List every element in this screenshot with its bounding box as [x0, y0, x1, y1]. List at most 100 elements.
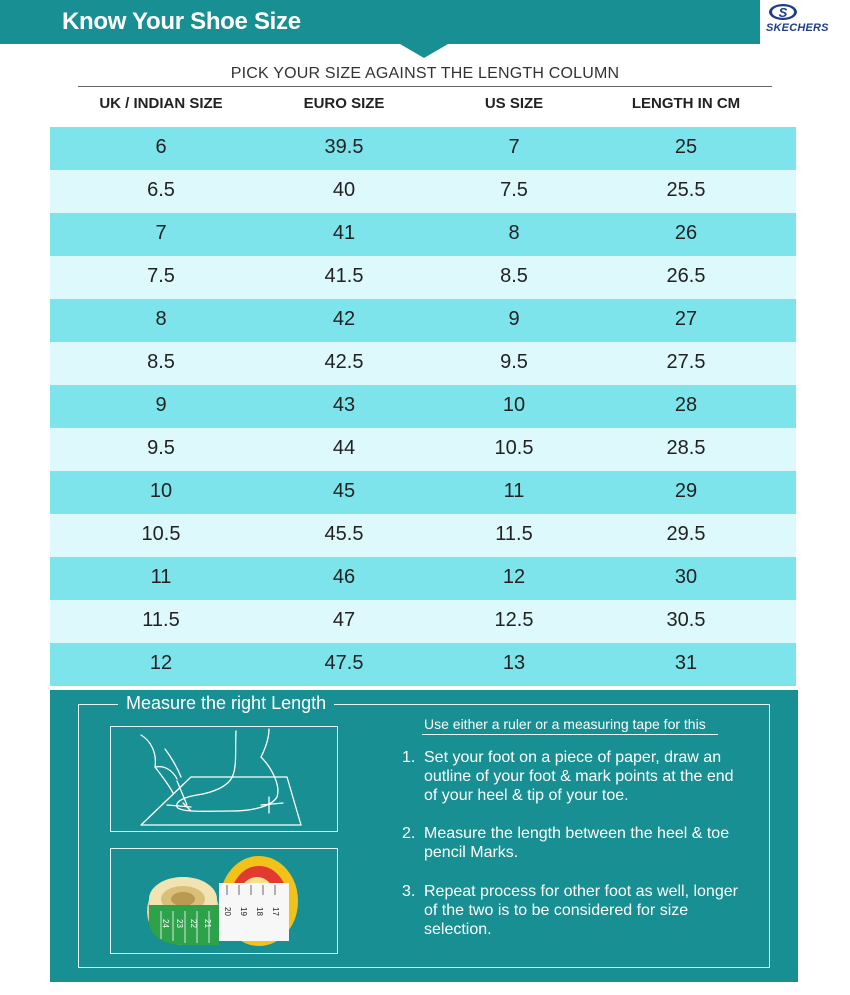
table-row: 12 47.5 13 31	[50, 643, 796, 686]
measure-section: Measure the right Length	[50, 690, 798, 982]
cell-uk-size: 8.5	[147, 351, 175, 373]
cell-length-cm: 30	[674, 566, 698, 588]
size-table: 6 39.5 7 25 6.5 40 7.5 25.5 7 41 8 26 7.5 41.5 8.5 26.5…	[50, 127, 796, 686]
step-text: Repeat process for other foot as well, l…	[424, 883, 738, 938]
table-row: 10 45 11 29	[50, 471, 796, 514]
cell-us-size: 8	[508, 222, 520, 244]
table-row: 10.5 45.5 11.5 29.5	[50, 514, 796, 557]
page-title: Know Your Shoe Size	[62, 8, 301, 35]
cell-length-cm: 28	[674, 394, 698, 416]
measure-step-2: 2. Measure the length between the heel &…	[402, 824, 742, 864]
cell-us-size: 7	[508, 136, 520, 158]
cell-length-cm: 27	[674, 308, 698, 330]
measuring-tape-image: 20 19 18 17 24 23 22 21	[110, 848, 338, 954]
cell-us-size: 10	[502, 394, 526, 416]
tape-label-21: 21	[203, 919, 212, 928]
cell-uk-size: 11.5	[142, 609, 180, 631]
tape-label-17: 17	[271, 907, 280, 916]
measure-title: Measure the right Length	[118, 693, 335, 714]
cell-euro-size: 39.5	[324, 136, 364, 158]
cell-us-size: 9.5	[500, 351, 528, 373]
cell-euro-size: 47.5	[324, 652, 364, 674]
cell-uk-size: 9	[155, 394, 167, 416]
cell-uk-size: 10	[149, 480, 173, 502]
cell-length-cm: 30.5	[666, 609, 706, 631]
measure-step-1: 1. Set your foot on a piece of paper, dr…	[402, 748, 742, 808]
cell-us-size: 13	[502, 652, 526, 674]
column-header-us: US SIZE	[484, 95, 544, 112]
cell-euro-size: 44	[332, 437, 356, 459]
cell-uk-size: 8	[155, 308, 167, 330]
cell-euro-size: 41.5	[324, 265, 364, 287]
header-bar: Know Your Shoe Size	[0, 0, 850, 44]
measure-step-3: 3. Repeat process for other foot as well…	[402, 882, 742, 942]
step-text: Set your foot on a piece of paper, draw …	[424, 749, 734, 804]
cell-length-cm: 29.5	[666, 523, 706, 545]
column-header-uk: UK / INDIAN SIZE	[99, 95, 223, 112]
measure-note: Use either a ruler or a measuring tape f…	[424, 716, 706, 732]
skechers-logo: S SKECHERS	[760, 0, 850, 44]
cell-length-cm: 26.5	[666, 265, 706, 287]
cell-euro-size: 40	[332, 179, 356, 201]
cell-euro-size: 42.5	[324, 351, 364, 373]
cell-us-size: 8.5	[500, 265, 528, 287]
instruction-divider	[78, 86, 772, 87]
tape-label-22: 22	[189, 919, 198, 928]
cell-uk-size: 10.5	[141, 523, 181, 545]
cell-uk-size: 11	[150, 566, 172, 588]
cell-uk-size: 12	[149, 652, 173, 674]
table-row: 8 42 9 27	[50, 299, 796, 342]
table-row: 7 41 8 26	[50, 213, 796, 256]
cell-euro-size: 41	[332, 222, 356, 244]
tape-label-24: 24	[161, 919, 170, 928]
cell-euro-size: 42	[332, 308, 356, 330]
cell-uk-size: 6	[155, 136, 167, 158]
cell-length-cm: 29	[674, 480, 698, 502]
cell-us-size: 7.5	[500, 179, 528, 201]
foot-drawing-illustration	[110, 726, 338, 832]
cell-us-size: 12.5	[494, 609, 534, 631]
cell-length-cm: 31	[674, 652, 698, 674]
cell-euro-size: 45	[332, 480, 356, 502]
step-number: 3.	[402, 883, 416, 900]
cell-length-cm: 27.5	[666, 351, 706, 373]
table-row: 9 43 10 28	[50, 385, 796, 428]
cell-uk-size: 7	[155, 222, 167, 244]
cell-uk-size: 9.5	[147, 437, 175, 459]
skechers-s-logo-icon: S	[769, 4, 797, 20]
step-text: Measure the length between the heel & to…	[424, 825, 730, 861]
tape-label-19: 19	[239, 907, 248, 916]
cell-us-size: 9	[508, 308, 520, 330]
cell-us-size: 11	[503, 480, 525, 502]
column-header-length: LENGTH IN CM	[631, 95, 741, 112]
table-row: 9.5 44 10.5 28.5	[50, 428, 796, 471]
measure-frame	[78, 704, 770, 968]
cell-us-size: 10.5	[494, 437, 534, 459]
cell-length-cm: 25	[674, 136, 698, 158]
cell-euro-size: 43	[332, 394, 356, 416]
table-row: 11.5 47 12.5 30.5	[50, 600, 796, 643]
cell-euro-size: 46	[332, 566, 356, 588]
tape-label-18: 18	[255, 907, 264, 916]
measuring-tape-icon: 20 19 18 17 24 23 22 21	[147, 856, 298, 946]
column-header-euro: EURO SIZE	[303, 95, 385, 112]
cell-length-cm: 26	[674, 222, 698, 244]
cell-euro-size: 45.5	[324, 523, 364, 545]
header-notch	[400, 44, 448, 58]
measure-note-underline	[422, 734, 718, 735]
cell-euro-size: 47	[332, 609, 356, 631]
table-row: 8.5 42.5 9.5 27.5	[50, 342, 796, 385]
cell-length-cm: 25.5	[666, 179, 706, 201]
cell-us-size: 11.5	[495, 523, 533, 545]
cell-uk-size: 6.5	[147, 179, 175, 201]
cell-us-size: 12	[502, 566, 526, 588]
svg-text:S: S	[779, 5, 788, 20]
skechers-wordmark: SKECHERS	[766, 22, 829, 34]
step-number: 2.	[402, 825, 416, 842]
cell-uk-size: 7.5	[147, 265, 175, 287]
tape-label-20: 20	[223, 907, 232, 916]
table-row: 6.5 40 7.5 25.5	[50, 170, 796, 213]
step-number: 1.	[402, 749, 416, 766]
foot-outline-icon	[140, 728, 302, 826]
table-row: 7.5 41.5 8.5 26.5	[50, 256, 796, 299]
